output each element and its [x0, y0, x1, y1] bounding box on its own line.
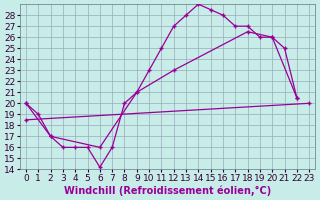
X-axis label: Windchill (Refroidissement éolien,°C): Windchill (Refroidissement éolien,°C) [64, 185, 271, 196]
